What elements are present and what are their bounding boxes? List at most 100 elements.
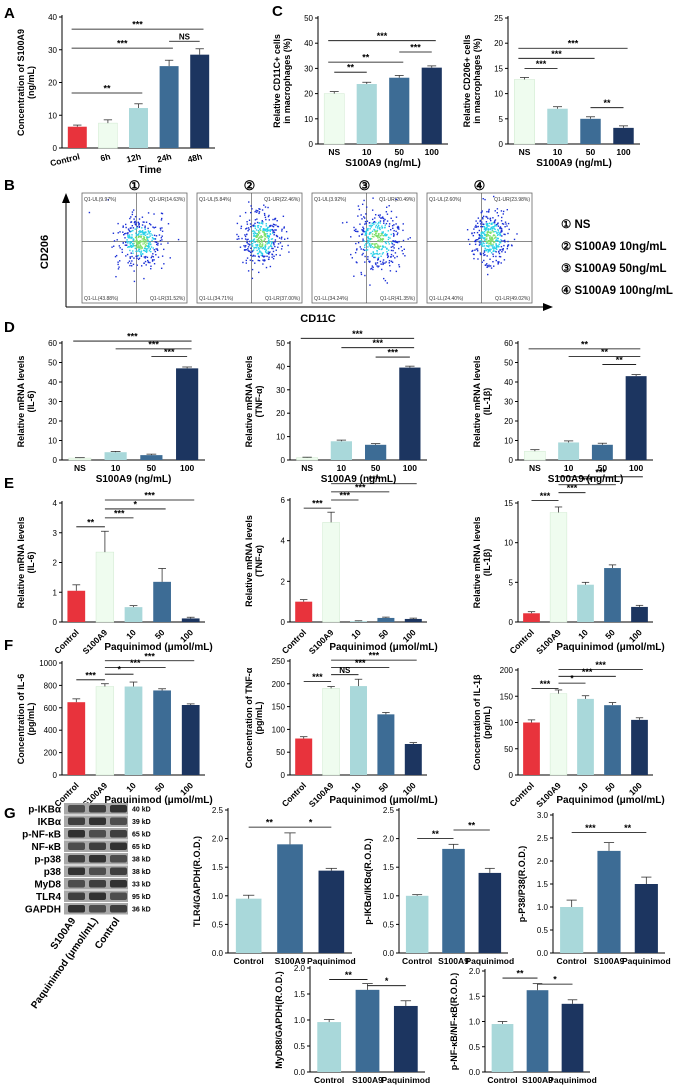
blot-band xyxy=(68,830,85,838)
flow-dot xyxy=(480,242,483,244)
flow-dot xyxy=(286,237,289,240)
blot-band xyxy=(68,842,85,850)
flow-dot xyxy=(364,220,367,223)
flow-dot xyxy=(467,238,470,241)
sig-label: ** xyxy=(266,818,274,828)
flow-dot xyxy=(486,266,488,269)
y-tick-label: 20 xyxy=(304,90,313,99)
y-tick-label: 0.5 xyxy=(537,926,549,935)
flow-dot xyxy=(475,239,478,241)
flow-dot xyxy=(128,235,131,238)
flow-dot xyxy=(409,237,411,239)
flow-dot xyxy=(494,247,496,250)
blot-band xyxy=(89,867,106,875)
flow-dot xyxy=(274,241,276,243)
flow-dot xyxy=(133,218,135,220)
flow-dot xyxy=(504,239,506,242)
sig-label: *** xyxy=(567,483,578,493)
flow-dot xyxy=(486,232,488,234)
flow-dot xyxy=(140,265,143,267)
flow-dot xyxy=(496,234,499,237)
y-tick-label: 10 xyxy=(494,90,503,99)
flow-dot xyxy=(491,229,493,231)
flow-dot xyxy=(125,244,128,246)
x-axis-label: S100A9 (ng/mL) xyxy=(321,474,397,485)
flow-dot xyxy=(256,239,258,241)
flow-dot xyxy=(380,248,383,251)
flow-dot xyxy=(384,218,386,221)
flow-dot xyxy=(252,249,255,251)
flow-dot xyxy=(144,241,147,243)
flow-dot xyxy=(493,221,496,223)
blot-band xyxy=(110,855,127,863)
flow-dot xyxy=(392,232,395,235)
y-tick-label: 10 xyxy=(304,115,313,124)
flow-dot xyxy=(147,212,150,214)
flow-dot xyxy=(378,239,380,241)
flow-dot xyxy=(360,271,362,274)
flow-dot xyxy=(138,248,140,251)
flow-dot xyxy=(394,257,396,259)
y-tick-label: 0 xyxy=(509,456,514,465)
sig-label: *** xyxy=(595,467,606,477)
blot-band xyxy=(110,830,127,838)
flow-dot xyxy=(498,250,500,253)
flow-dot xyxy=(245,259,248,262)
bar xyxy=(377,714,395,775)
flow-dot xyxy=(372,251,374,253)
flow-dot xyxy=(485,234,488,236)
flow-dot xyxy=(135,232,137,234)
flow-dot xyxy=(489,218,491,220)
flow-dot xyxy=(395,198,398,201)
flow-dot xyxy=(249,251,252,254)
flow-dot xyxy=(258,251,261,253)
flow-dot xyxy=(251,277,254,280)
blot-band xyxy=(110,880,127,888)
flow-dot xyxy=(370,268,372,270)
flow-dot xyxy=(479,241,481,243)
flow-dot xyxy=(374,246,377,248)
flow-dot xyxy=(486,265,489,267)
flow-dot xyxy=(365,231,368,234)
flow-dot xyxy=(504,251,506,253)
flow-dot xyxy=(492,255,495,258)
flow-dot xyxy=(367,239,369,242)
flow-dot xyxy=(258,247,260,249)
bar xyxy=(98,122,118,149)
flow-dot xyxy=(475,224,477,227)
flow-dot xyxy=(266,228,269,231)
y-tick-label: 1.5 xyxy=(469,992,481,1001)
flow-dot xyxy=(129,217,131,220)
flow-dot xyxy=(367,236,369,239)
flow-dot xyxy=(254,222,256,225)
flow-dot xyxy=(267,252,270,254)
flow-dot xyxy=(358,208,361,211)
flow-dot xyxy=(281,245,283,247)
flow-dot xyxy=(480,233,483,235)
flow-dot xyxy=(256,210,259,212)
flow-dot xyxy=(371,255,374,257)
flow-dot xyxy=(391,225,394,227)
blot-band xyxy=(89,842,106,850)
flow-dot xyxy=(137,241,140,244)
x-tick-label: 24h xyxy=(156,151,173,164)
x-axis-label: Time xyxy=(138,165,162,176)
flow-dot xyxy=(280,236,283,238)
flow-dot xyxy=(285,230,288,233)
x-tick-label: Control xyxy=(314,1075,344,1085)
flow-dot xyxy=(507,244,510,246)
flow-dot xyxy=(159,229,162,231)
quadrant-lr: Q1-LR(49.02%) xyxy=(495,296,530,302)
flow-dot xyxy=(268,240,270,242)
flow-dot xyxy=(132,227,135,229)
y-tick-label: 0 xyxy=(509,771,514,780)
flow-dot xyxy=(497,237,500,240)
x-tick-label: S100A9 xyxy=(438,956,469,966)
flow-dot xyxy=(392,235,395,237)
flow-dot xyxy=(377,237,379,239)
flow-dot xyxy=(132,229,134,232)
flow-dot xyxy=(247,248,249,250)
flow-dot xyxy=(497,222,499,224)
flow-dot xyxy=(495,259,497,262)
flow-dot xyxy=(139,230,141,232)
